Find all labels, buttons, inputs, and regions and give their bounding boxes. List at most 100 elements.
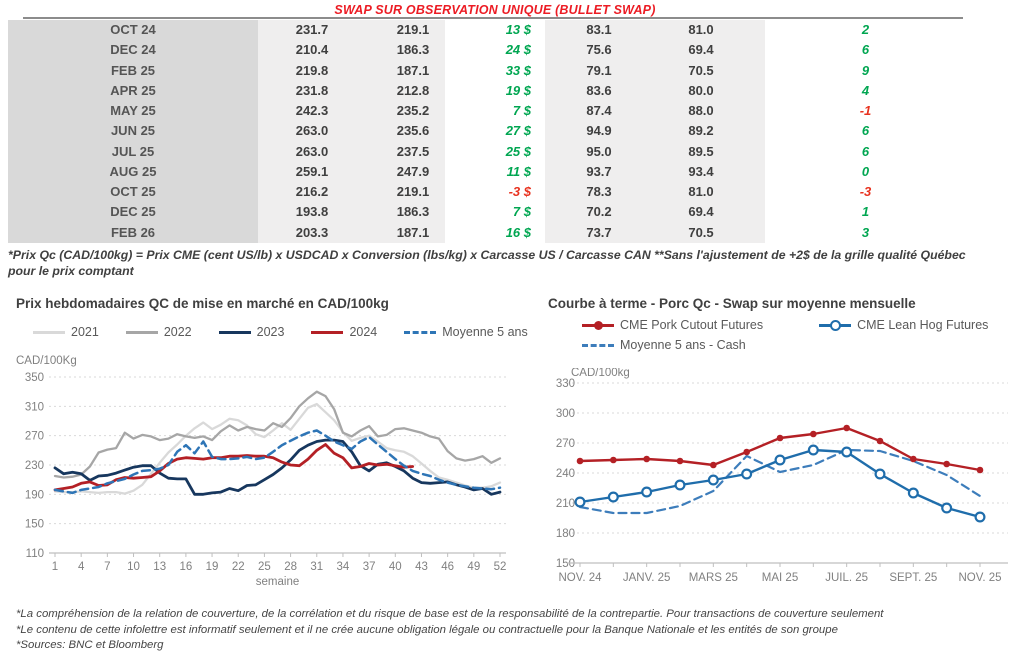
svg-text:190: 190 — [25, 489, 44, 501]
value-cell: 83.1 — [586, 22, 612, 37]
legend-item-cme-pork-cutout-futures: CME Pork Cutout Futures — [582, 318, 763, 332]
legend-line-swatch — [582, 320, 614, 330]
svg-text:270: 270 — [25, 431, 44, 443]
filled-circle-marker-icon — [594, 320, 603, 330]
value-cell: 89.5 — [688, 143, 714, 159]
svg-text:300: 300 — [556, 408, 575, 420]
value-cell: 263.0 — [295, 123, 329, 139]
value-cell: 231.7 — [295, 22, 329, 37]
svg-text:43: 43 — [415, 561, 428, 573]
table-row: OCT 24 231.7 219.1 13 $ 83.1 81.0 2 — [8, 20, 990, 40]
svg-text:NOV. 25: NOV. 25 — [958, 572, 1001, 584]
value-cell: 11 $ — [506, 163, 531, 179]
value-cell: 237.5 — [396, 143, 430, 159]
legend-item-2022: 2022 — [125, 325, 192, 339]
svg-text:25: 25 — [258, 561, 271, 573]
value-cell: 212.8 — [396, 82, 430, 98]
month-cell: JUN 25 — [110, 123, 156, 139]
legend-label: 2022 — [163, 325, 192, 339]
value-cell: 33 $ — [505, 62, 531, 78]
value-cell: 219.8 — [295, 62, 329, 78]
svg-text:150: 150 — [556, 558, 575, 570]
svg-text:52: 52 — [494, 561, 507, 573]
value-cell: 89.2 — [688, 123, 714, 139]
svg-text:270: 270 — [556, 438, 575, 450]
legend-item-moyenne-5-ans-cash: Moyenne 5 ans - Cash — [582, 338, 746, 352]
legend-item-2021: 2021 — [33, 325, 99, 339]
value-cell: 87.4 — [586, 103, 612, 119]
value-cell: 3 — [861, 224, 870, 240]
table-row: OCT 25 216.2 219.1 -3 $ 78.3 81.0 -3 — [8, 182, 990, 202]
value-cell: 219.1 — [396, 184, 430, 200]
value-cell: 1 — [861, 204, 870, 220]
weekly-price-chart-legend: 2021 2022 2023 2024 Moyenne 5 ans — [33, 325, 528, 339]
legend-line-swatch — [819, 319, 852, 331]
legend-label: 2023 — [256, 325, 285, 339]
legend-label: CME Lean Hog Futures — [857, 318, 989, 332]
value-cell: -3 — [859, 184, 872, 200]
month-cell: OCT 25 — [110, 184, 156, 200]
svg-text:110: 110 — [26, 548, 44, 560]
svg-text:150: 150 — [25, 519, 44, 531]
svg-text:SEPT. 25: SEPT. 25 — [889, 572, 937, 584]
svg-text:CAD/100kg: CAD/100kg — [571, 368, 630, 379]
value-cell: 203.3 — [295, 224, 329, 240]
month-cell: DEC 24 — [110, 42, 156, 58]
value-cell: 2 — [861, 22, 870, 37]
value-cell: 27 $ — [505, 123, 531, 139]
value-cell: 79.1 — [586, 62, 612, 78]
value-cell: 94.9 — [586, 123, 612, 139]
value-cell: 242.3 — [295, 103, 329, 119]
value-cell: 81.0 — [688, 22, 714, 37]
table-body: OCT 24 231.7 219.1 13 $ 83.1 81.0 2 DEC 24 210.4… — [8, 20, 990, 243]
svg-text:40: 40 — [389, 561, 402, 573]
value-cell: 95.0 — [586, 143, 612, 159]
value-cell: 7 $ — [512, 103, 531, 119]
title-underline — [23, 17, 963, 19]
legend-item-2024: 2024 — [311, 325, 377, 339]
svg-text:19: 19 — [206, 561, 219, 573]
table-row: DEC 24 210.4 186.3 24 $ 75.6 69.4 6 — [8, 40, 990, 60]
legend-label: 2024 — [349, 325, 378, 339]
value-cell: 70.5 — [688, 224, 714, 240]
disclaimer-line-1: *La compréhension de la relation de couv… — [16, 608, 884, 620]
svg-text:NOV. 24: NOV. 24 — [558, 572, 602, 584]
value-cell: 7 $ — [512, 204, 531, 220]
legend-line-swatch — [125, 330, 158, 334]
value-cell: 83.6 — [586, 82, 612, 98]
us-columns-shading — [545, 20, 765, 243]
svg-text:46: 46 — [441, 561, 454, 573]
value-cell: 13 $ — [505, 22, 531, 37]
value-cell: 235.6 — [396, 123, 430, 139]
document-title: SWAP SUR OBSERVATION UNIQUE (BULLET SWAP… — [334, 3, 656, 17]
svg-text:240: 240 — [556, 468, 575, 480]
value-cell: 88.0 — [688, 103, 714, 119]
svg-text:230: 230 — [25, 460, 44, 472]
disclaimer-footer: *La compréhension de la relation de couv… — [16, 607, 1016, 654]
value-cell: -1 — [859, 103, 872, 119]
table-row: FEB 26 203.3 187.1 16 $ 73.7 70.5 3 — [8, 223, 990, 243]
weekly-price-chart-title: Prix hebdomadaires QC de mise en marché … — [16, 296, 389, 311]
table-row: DEC 25 193.8 186.3 7 $ 70.2 69.4 1 — [8, 202, 990, 222]
month-cell: FEB 25 — [110, 62, 156, 78]
value-cell: 80.0 — [688, 82, 714, 98]
value-cell: 75.6 — [586, 42, 612, 58]
month-cell: OCT 24 — [110, 22, 156, 37]
value-cell: 69.4 — [688, 42, 714, 58]
legend-line-swatch — [582, 343, 614, 347]
value-cell: 16 $ — [505, 224, 531, 240]
value-cell: -3 $ — [508, 184, 531, 200]
legend-item-moyenne-5-ans: Moyenne 5 ans — [404, 325, 528, 339]
value-cell: 186.3 — [396, 42, 430, 58]
open-circle-marker-icon — [830, 319, 842, 331]
forward-curve-legend-row-1: CME Pork Cutout Futures CME Lean Hog Futu… — [582, 318, 988, 332]
svg-text:210: 210 — [556, 498, 575, 510]
value-cell: 263.0 — [295, 143, 329, 159]
svg-text:MARS 25: MARS 25 — [689, 572, 738, 584]
table-row: JUN 25 263.0 235.6 27 $ 94.9 89.2 6 — [8, 121, 990, 141]
svg-text:4: 4 — [78, 561, 85, 573]
svg-text:MAI 25: MAI 25 — [762, 572, 798, 584]
month-cell: AUG 25 — [109, 163, 157, 179]
table-row: JUL 25 263.0 237.5 25 $ 95.0 89.5 6 — [8, 142, 990, 162]
